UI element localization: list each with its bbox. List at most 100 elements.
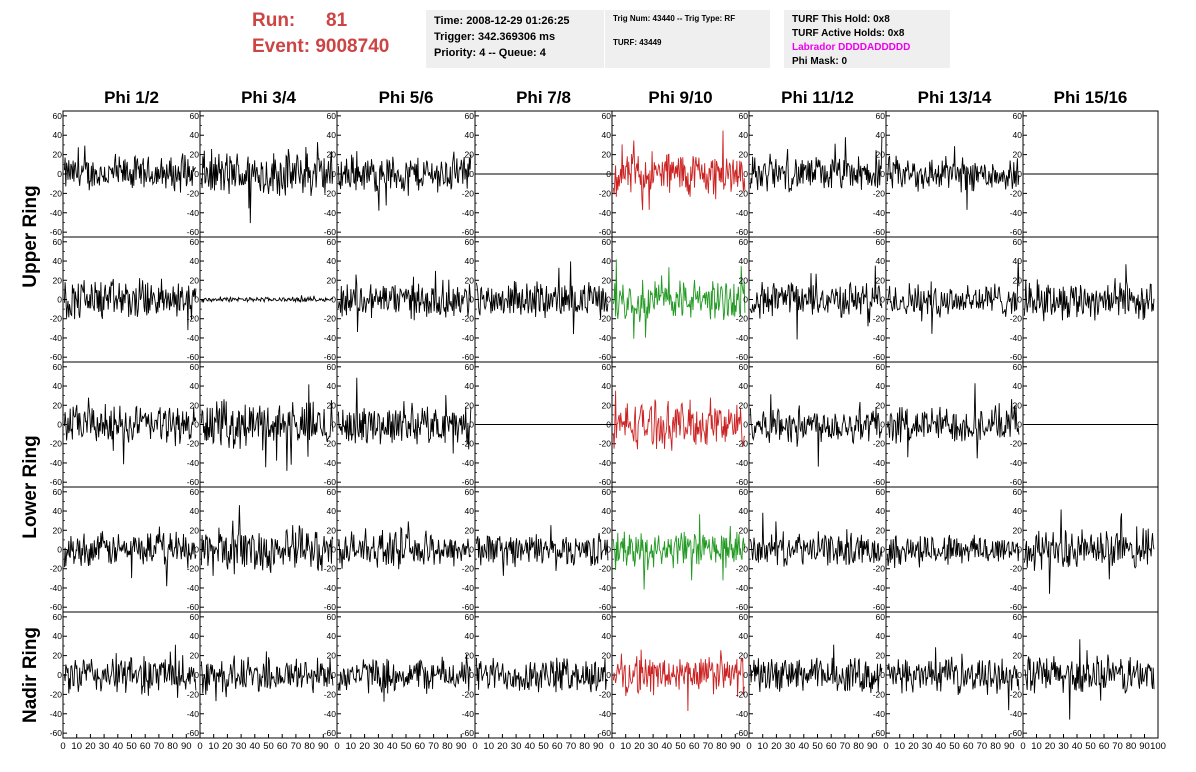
y-tick-label: 60	[739, 111, 749, 121]
waveform-trace	[1023, 509, 1155, 594]
y-tick-label: 0	[1017, 169, 1022, 179]
y-tick-label: -60	[462, 352, 475, 362]
y-tick-label: 0	[469, 545, 474, 555]
y-tick-label: 40	[53, 381, 63, 391]
y-tick-label: -60	[599, 352, 612, 362]
waveform-trace	[886, 647, 1020, 711]
y-tick-label: -60	[187, 477, 200, 487]
x-tick-label: 10	[1031, 741, 1042, 752]
y-tick-label: 0	[57, 420, 62, 430]
x-tick-label: 60	[689, 741, 700, 752]
x-tick-label: 0	[197, 741, 202, 752]
y-tick-label: -40	[187, 583, 200, 593]
y-tick-label: -40	[462, 709, 475, 719]
y-tick-label: 60	[1013, 487, 1023, 497]
turf-text: TURF: 43449	[613, 38, 662, 47]
waveform-trace	[749, 394, 883, 467]
waveform-trace	[749, 137, 883, 193]
x-tick-label: 30	[511, 741, 522, 752]
y-tick-label: 40	[190, 256, 200, 266]
y-tick-label: 40	[190, 130, 200, 140]
x-tick-label: 70	[566, 741, 577, 752]
y-tick-label: 60	[876, 111, 886, 121]
y-tick-label: -40	[462, 458, 475, 468]
x-tick-label: 90	[318, 741, 329, 752]
x-tick-label: 40	[387, 741, 398, 752]
y-tick-label: 40	[465, 130, 475, 140]
y-tick-label: 0	[469, 295, 474, 305]
ring-label: Nadir Ring	[20, 627, 41, 723]
y-tick-label: -20	[187, 314, 200, 324]
y-tick-label: 0	[880, 670, 885, 680]
y-tick-label: 20	[739, 651, 749, 661]
waveform-trace	[886, 383, 1020, 459]
y-tick-label: 40	[1013, 506, 1023, 516]
x-tick-label: 40	[1072, 741, 1083, 752]
y-tick-label: 60	[465, 237, 475, 247]
y-tick-label: -60	[599, 602, 612, 612]
x-tick-label: 40	[113, 741, 124, 752]
waveform-trace	[612, 514, 746, 590]
x-tick-label: 20	[497, 741, 508, 752]
y-tick-label: 60	[190, 237, 200, 247]
y-tick-label: -40	[50, 583, 63, 593]
y-tick-label: 60	[327, 237, 337, 247]
y-tick-label: -20	[462, 689, 475, 699]
y-tick-label: -20	[462, 188, 475, 198]
column-header: Phi 11/12	[781, 88, 854, 107]
x-tick-label: 60	[963, 741, 974, 752]
y-tick-label: -20	[1010, 564, 1023, 574]
x-tick-label: 10	[71, 741, 82, 752]
y-tick-label: -20	[187, 188, 200, 198]
y-tick-label: -20	[462, 564, 475, 574]
y-tick-label: -60	[873, 227, 886, 237]
y-tick-label: -60	[324, 352, 337, 362]
y-tick-label: 20	[327, 400, 337, 410]
y-tick-label: -20	[187, 564, 200, 574]
y-tick-label: -40	[324, 208, 337, 218]
y-tick-label: -40	[599, 458, 612, 468]
x-tick-label: 90	[456, 741, 467, 752]
y-tick-label: 0	[606, 545, 611, 555]
y-tick-label: -60	[873, 477, 886, 487]
y-tick-label: 40	[876, 631, 886, 641]
y-tick-label: 20	[53, 651, 63, 661]
y-tick-label: -60	[462, 602, 475, 612]
y-tick-label: 0	[606, 169, 611, 179]
y-tick-label: -20	[50, 188, 63, 198]
y-tick-label: 40	[465, 381, 475, 391]
x-tick-label: 80	[442, 741, 453, 752]
y-tick-label: 40	[327, 381, 337, 391]
y-tick-label: 40	[876, 130, 886, 140]
x-tick-label: 60	[552, 741, 563, 752]
y-tick-label: 20	[876, 400, 886, 410]
x-tick-label: 20	[634, 741, 645, 752]
y-tick-label: 40	[1013, 631, 1023, 641]
y-tick-label: -40	[873, 333, 886, 343]
y-tick-label: -40	[599, 583, 612, 593]
y-tick-label: -40	[187, 208, 200, 218]
x-tick-label: 20	[359, 741, 370, 752]
y-tick-label: 20	[465, 275, 475, 285]
y-tick-label: -60	[599, 227, 612, 237]
y-tick-label: 20	[602, 651, 612, 661]
y-tick-label: 0	[880, 169, 885, 179]
y-tick-label: -60	[462, 477, 475, 487]
waveform-trace	[200, 505, 334, 576]
y-tick-label: -60	[324, 477, 337, 487]
waveform-trace	[612, 649, 746, 712]
y-tick-label: -60	[324, 227, 337, 237]
column-header: Phi 13/14	[918, 88, 992, 107]
y-tick-label: 20	[465, 150, 475, 160]
x-tick-label: 10	[620, 741, 631, 752]
x-tick-label: 30	[922, 741, 933, 752]
y-tick-label: -60	[1010, 728, 1023, 738]
turf-hold-text: TURF This Hold: 0x8	[792, 14, 890, 25]
y-tick-label: 20	[876, 150, 886, 160]
x-tick-label: 80	[716, 741, 727, 752]
y-tick-label: -60	[599, 477, 612, 487]
y-tick-label: -20	[50, 564, 63, 574]
y-tick-label: -40	[873, 583, 886, 593]
y-tick-label: 0	[194, 420, 199, 430]
y-tick-label: -40	[1010, 333, 1023, 343]
